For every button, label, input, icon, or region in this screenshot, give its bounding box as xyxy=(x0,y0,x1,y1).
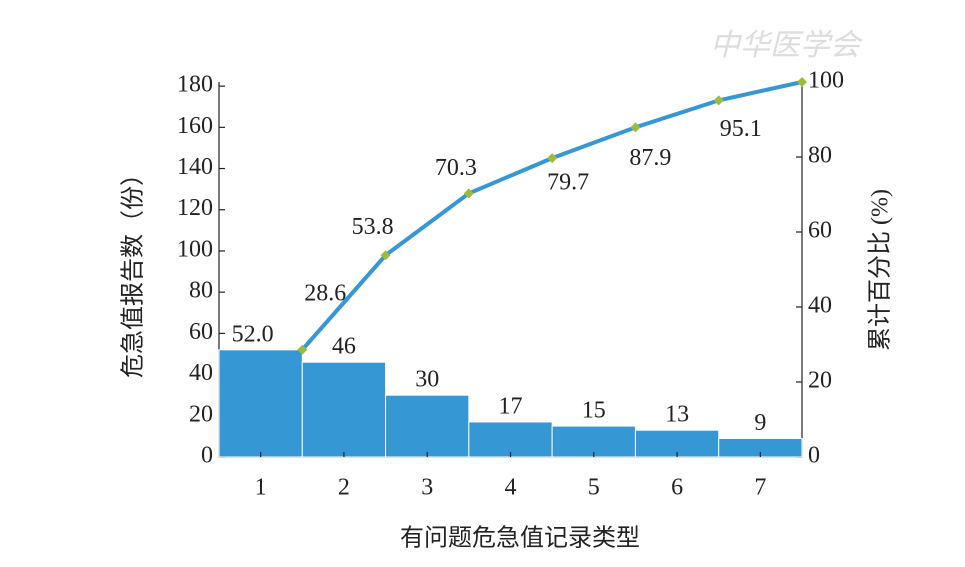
x-tick-label: 4 xyxy=(505,475,517,501)
bar-label: 15 xyxy=(582,398,606,424)
x-axis-label: 有问题危急值记录类型 xyxy=(400,525,640,552)
y2-axis-label: 累计百分比 (%) xyxy=(867,189,894,351)
marker xyxy=(380,250,391,261)
bar xyxy=(468,421,553,458)
line-label: 53.8 xyxy=(352,214,394,240)
marker xyxy=(463,188,474,199)
y-tick-label: 40 xyxy=(189,360,213,386)
y-tick-label: 20 xyxy=(189,401,213,427)
line-label: 70.3 xyxy=(435,155,477,181)
bar-label: 9 xyxy=(754,410,766,436)
marker xyxy=(630,122,641,133)
marker xyxy=(547,153,558,164)
line-label: 95.1 xyxy=(720,116,762,142)
x-tick-label: 7 xyxy=(754,475,766,501)
bar xyxy=(301,361,387,458)
y2-tick-label: 20 xyxy=(808,368,832,394)
bar-label: 30 xyxy=(415,367,439,393)
y2-tick-label: 100 xyxy=(808,68,844,94)
y-tick-label: 80 xyxy=(189,278,213,304)
y-tick-label: 60 xyxy=(189,319,213,345)
y-axis-label: 危急值报告数（份） xyxy=(120,162,147,378)
x-tick-label: 6 xyxy=(671,475,683,501)
bar-label: 13 xyxy=(665,402,689,428)
x-tick-label: 3 xyxy=(421,475,433,501)
y-tick-label: 0 xyxy=(201,443,213,469)
y2-tick-label: 80 xyxy=(808,143,832,169)
bar xyxy=(218,349,303,458)
bar xyxy=(385,394,470,458)
bar-label: 46 xyxy=(332,334,356,360)
y-tick-label: 140 xyxy=(177,154,213,180)
line-label: 79.7 xyxy=(547,170,589,196)
bar-label: 17 xyxy=(499,393,523,419)
bar-label: 52.0 xyxy=(232,321,274,347)
y-tick-label: 120 xyxy=(177,195,213,221)
y-tick-label: 160 xyxy=(177,113,213,139)
marker xyxy=(297,344,308,355)
x-tick-label: 5 xyxy=(588,475,600,501)
y2-tick-label: 40 xyxy=(808,293,832,319)
x-tick-label: 2 xyxy=(338,475,350,501)
marker xyxy=(713,95,724,106)
line-label: 87.9 xyxy=(629,145,671,171)
y2-tick-label: 60 xyxy=(808,218,832,244)
y-tick-label: 100 xyxy=(177,236,213,262)
y2-tick-label: 0 xyxy=(808,443,820,469)
watermark: 中华医学会 xyxy=(710,29,863,62)
y-tick-label: 180 xyxy=(177,72,213,98)
x-tick-label: 1 xyxy=(255,475,267,501)
marker xyxy=(797,77,807,87)
line-label: 28.6 xyxy=(304,280,346,306)
